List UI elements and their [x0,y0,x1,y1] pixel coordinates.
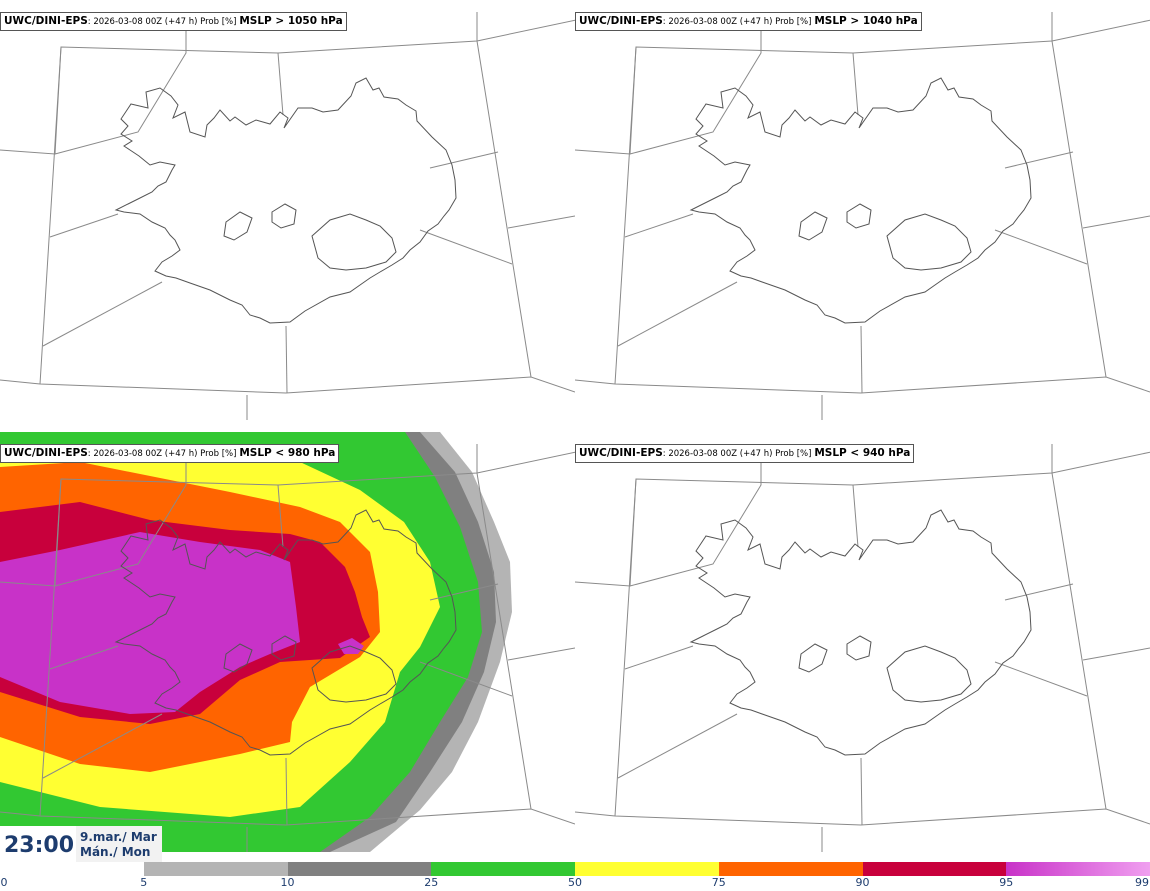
panel-title-3: UWC/DINI-EPS: 2026-03-08 00Z (+47 h) Pro… [0,444,340,463]
model-name: UWC/DINI-EPS [579,15,663,27]
valid-time-box: 23:00 9.mar./ Mar Mán./ Mon [0,826,162,862]
colorbar-segment [575,862,720,876]
valid-date-line-2: Mán./ Mon [80,845,151,859]
parameter-label: MSLP > 1050 hPa [239,15,343,27]
map-canvas-3 [0,432,575,852]
map-panel-1: UWC/DINI-EPS: 2026-03-08 00Z (+47 h) Pro… [0,0,575,420]
run-meta: : 2026-03-08 00Z (+47 h) Prob [%] [662,449,812,459]
map-canvas-1 [0,11,575,420]
colorbar-segment [1006,862,1150,876]
run-meta: : 2026-03-08 00Z (+47 h) Prob [%] [87,449,237,459]
colorbar-tick-label: 25 [424,876,439,889]
colorbar-segment [0,862,145,876]
valid-date: 9.mar./ Mar Mán./ Mon [80,830,157,860]
panel-title-2: UWC/DINI-EPS: 2026-03-08 00Z (+47 h) Pro… [575,12,922,31]
run-meta: : 2026-03-08 00Z (+47 h) Prob [%] [87,17,237,27]
colorbar-segment [862,862,1007,876]
parameter-label: MSLP < 940 hPa [814,447,911,459]
valid-date-line-1: 9.mar./ Mar [80,830,157,844]
colorbar-tick-label: 50 [568,876,582,889]
map-canvas-2 [575,11,1150,420]
map-canvas-4 [575,443,1150,852]
map-panel-2: UWC/DINI-EPS: 2026-03-08 00Z (+47 h) Pro… [575,0,1150,420]
model-name: UWC/DINI-EPS [4,15,88,27]
panel-title-1: UWC/DINI-EPS: 2026-03-08 00Z (+47 h) Pro… [0,12,347,31]
colorbar-segment [718,862,863,876]
colorbar-tick-label: 10 [280,876,295,889]
parameter-label: MSLP > 1040 hPa [814,15,918,27]
model-name: UWC/DINI-EPS [4,447,88,459]
colorbar: 0 5 10 25 50 75 90 95 99 [0,862,1150,891]
colorbar-tick-label: 99 [1135,876,1149,889]
map-panel-3: UWC/DINI-EPS: 2026-03-08 00Z (+47 h) Pro… [0,432,575,852]
colorbar-tick-label: 95 [999,876,1014,889]
colorbar-segment [287,862,432,876]
panel-title-4: UWC/DINI-EPS: 2026-03-08 00Z (+47 h) Pro… [575,444,915,463]
colorbar-tick-label: 90 [855,876,870,889]
valid-time: 23:00 [4,833,75,858]
colorbar-tick-label: 5 [140,876,148,889]
probability-field [0,432,512,852]
map-panel-4: UWC/DINI-EPS: 2026-03-08 00Z (+47 h) Pro… [575,432,1150,852]
run-meta: : 2026-03-08 00Z (+47 h) Prob [%] [662,17,812,27]
colorbar-segment [143,862,288,876]
colorbar-segment [431,862,576,876]
colorbar-tick-label: 75 [711,876,726,889]
colorbar-tick-label: 0 [0,876,8,889]
parameter-label: MSLP < 980 hPa [239,447,336,459]
model-name: UWC/DINI-EPS [579,447,663,459]
